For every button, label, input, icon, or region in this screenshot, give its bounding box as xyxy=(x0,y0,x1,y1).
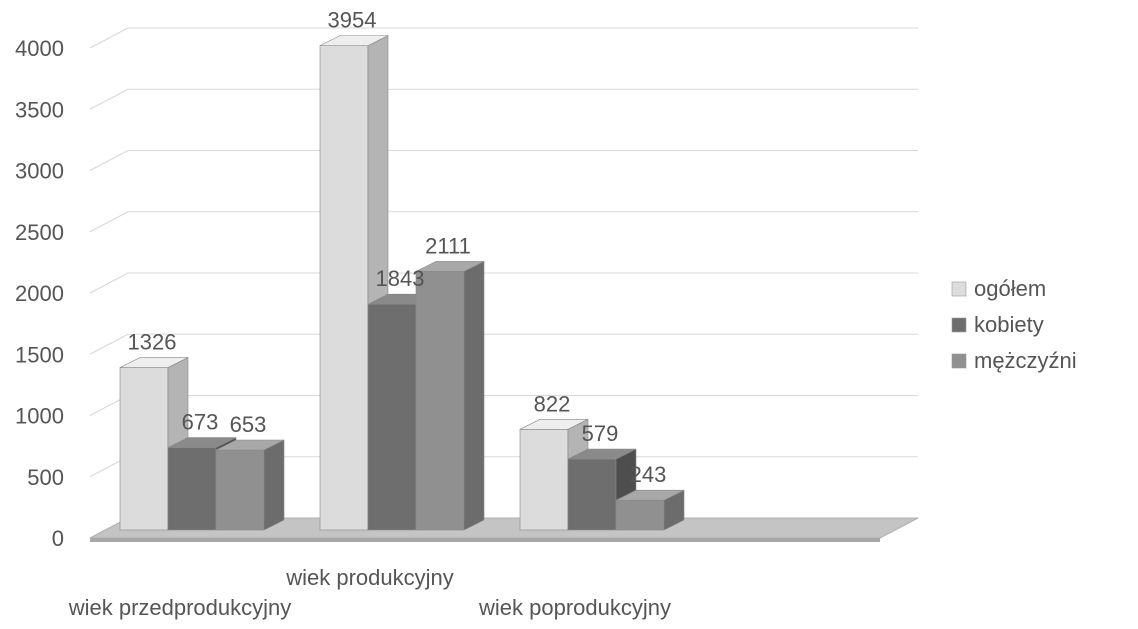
data-label: 3954 xyxy=(328,8,377,33)
bar-front xyxy=(319,45,369,531)
legend: ogółem kobiety mężczyźni xyxy=(951,276,1077,373)
data-label: 822 xyxy=(534,391,571,416)
bar xyxy=(615,489,685,531)
data-label: 1843 xyxy=(376,266,425,291)
data-label: 673 xyxy=(182,410,219,435)
chart-floor xyxy=(89,517,919,542)
category-labels: wiek przedprodukcyjny wiek produkcyjny wie… xyxy=(68,565,671,620)
gridline-side xyxy=(89,211,129,233)
bar-top xyxy=(319,35,389,46)
bar-top xyxy=(615,489,685,501)
y-tick-label: 3000 xyxy=(15,159,64,184)
bar-front xyxy=(119,367,169,531)
gridline-side xyxy=(89,27,129,49)
category-label: wiek przedprodukcyjny xyxy=(68,595,292,620)
legend-swatch xyxy=(951,281,967,297)
y-tick-label: 2500 xyxy=(15,220,64,245)
bar-top xyxy=(567,448,637,460)
bar-front xyxy=(215,449,265,531)
bar-front xyxy=(615,499,665,531)
gridline-side xyxy=(89,88,129,110)
legend-swatch xyxy=(951,353,967,369)
bar-front xyxy=(367,303,417,531)
bar-top xyxy=(119,357,189,368)
bar-front xyxy=(167,447,217,531)
data-label: 579 xyxy=(582,421,619,446)
bar-top xyxy=(167,437,237,448)
y-tick-label: 1000 xyxy=(15,404,64,429)
gridline-side xyxy=(89,150,129,171)
data-label: 653 xyxy=(230,412,267,437)
legend-label: mężczyźni xyxy=(974,348,1077,373)
bar-front xyxy=(567,458,617,531)
y-axis: 0 500 1000 1500 2000 2500 3000 3500 4000 xyxy=(15,36,64,551)
y-tick-label: 4000 xyxy=(15,36,64,61)
data-label: 243 xyxy=(630,462,667,487)
gridline-side xyxy=(89,333,129,355)
chart-floor-edge xyxy=(90,538,880,542)
data-label: 2111 xyxy=(425,233,471,258)
bar xyxy=(415,260,485,531)
bar-side xyxy=(463,260,485,531)
y-tick-label: 1500 xyxy=(15,342,64,367)
y-tick-label: 3500 xyxy=(15,97,64,122)
gridline-side xyxy=(89,272,129,294)
bar-top xyxy=(215,439,285,451)
bar-side xyxy=(263,439,285,531)
category-label: wiek produkcyjny xyxy=(285,565,454,590)
y-tick-label: 2000 xyxy=(15,281,64,306)
y-tick-label: 500 xyxy=(27,465,64,490)
bars xyxy=(119,35,685,531)
bar-front xyxy=(519,429,569,531)
bar-front xyxy=(415,271,465,531)
y-tick-label: 0 xyxy=(52,526,64,551)
bar xyxy=(215,439,285,531)
bar-top xyxy=(519,419,589,430)
legend-label: ogółem xyxy=(974,276,1046,301)
data-label: 1326 xyxy=(128,330,177,355)
legend-label: kobiety xyxy=(974,312,1044,337)
category-label: wiek poprodukcyjny xyxy=(478,595,671,620)
bar-top xyxy=(415,261,485,272)
legend-swatch xyxy=(951,317,967,333)
